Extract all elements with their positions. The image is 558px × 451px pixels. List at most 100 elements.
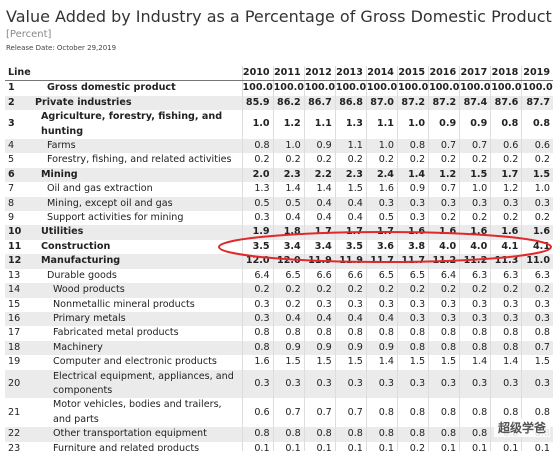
row-label: Gross domestic product [47,82,176,94]
cell-value: 1.6 [490,225,522,240]
cell-value: 0.4 [272,211,305,226]
cell-value: 0.5 [272,196,305,212]
line-number: 7 [8,183,15,195]
line-number: 18 [8,341,21,353]
cell-value: 11.9 [303,254,336,269]
cell-value: 1.2 [428,167,460,183]
release-date: Release Date: October 29,2019 [6,44,117,52]
column-header: 2010 [241,66,274,82]
cell-value: 0.1 [241,441,274,451]
table-row: 19 Computer and electronic products 1.6 1.5… [5,355,553,370]
table-row: 1 Gross domestic product 100.0 100.0 100.0 10… [5,80,553,96]
column-header: 2018 [490,66,522,82]
cell-value: 0.2 [459,153,491,168]
cell-value: 0.3 [303,369,336,399]
cell-value: 0.5 [241,196,274,212]
row-label: Utilities [41,226,84,238]
line-number: 13 [8,269,21,281]
cell-value: 1.6 [521,225,553,240]
line-number: 8 [8,197,15,209]
table-row: 11 Construction 3.5 3.4 3.4 3.5 3.6 3.8 4.0 4.0 4.… [5,239,553,255]
cell-value: 0.2 [365,283,398,298]
cell-value: 1.4 [303,182,336,197]
cell-value: 0.3 [303,297,336,312]
cell-value: 11.7 [396,254,429,269]
line-number: 3 [8,118,15,130]
cell-value: 0.3 [459,297,491,312]
cell-value: 1.5 [396,355,429,370]
cell-value: 0.6 [490,139,522,154]
cell-value: 0.7 [303,398,336,428]
table-row: 22 Other transportation equipment 0.8 0.8 0.… [5,427,553,442]
cell-value: 0.3 [241,297,274,312]
cell-value: 1.5 [334,355,367,370]
cell-value: 6.5 [396,268,429,284]
line-number: 15 [8,298,21,310]
cell-value: 0.8 [272,427,305,442]
cell-value: 0.4 [303,211,336,226]
table-row: 12 Manufacturing 12.0 12.0 11.9 11.9 11.7 11.7 1… [5,254,553,269]
cell-value: 0.8 [459,340,491,356]
cell-value: 0.3 [459,369,491,399]
cell-value: 1.6 [365,182,398,197]
table-row: 10 Utilities 1.9 1.8 1.7 1.7 1.7 1.6 1.6 1.6 1.6 1.… [5,225,553,240]
cell-value: 0.3 [428,311,460,327]
cell-value: 85.9 [241,95,274,111]
cell-value: 0.3 [241,369,274,399]
cell-value: 3.4 [303,239,336,255]
cell-value: 0.3 [365,369,398,399]
cell-value: 6.4 [428,268,460,284]
cell-value: 0.2 [241,153,274,168]
table-row: 13 Durable goods 6.4 6.5 6.6 6.6 6.5 6.5 6.4 6.3 6… [5,268,553,284]
row-label: Primary metals [53,312,126,324]
cell-value: 2.3 [334,167,367,183]
cell-value: 1.5 [521,355,553,370]
line-number: 23 [8,442,21,451]
cell-value: 3.8 [396,239,429,255]
cell-value: 0.3 [396,369,429,399]
cell-value: 0.6 [521,139,553,154]
cell-value: 1.6 [241,355,274,370]
cell-value: 0.8 [490,340,522,356]
table-row: 14 Wood products 0.2 0.2 0.2 0.2 0.2 0.2 0.2 0.2 0… [5,283,553,298]
cell-value: 1.3 [241,182,274,197]
cell-value: 0.2 [303,283,336,298]
cell-value: 6.5 [365,268,398,284]
row-label: Wood products [53,284,125,296]
table-row: 18 Machinery 0.8 0.9 0.9 0.9 0.9 0.8 0.8 0.8 0.8 0.… [5,340,553,356]
cell-value: 0.8 [334,326,367,341]
cell-value: 0.2 [490,283,522,298]
column-header: 2014 [365,66,398,82]
cell-value: 1.6 [428,225,460,240]
cell-value: 0.9 [303,340,336,356]
cell-value: 1.4 [396,167,429,183]
cell-value: 0.3 [365,196,398,212]
data-table: Line 2010 2011 2012 2013 2014 2015 2016 2017 2018… [5,66,553,451]
cell-value: 0.4 [272,311,305,327]
line-number: 4 [8,140,15,152]
line-number: 6 [8,168,15,180]
cell-value: 100.0 [365,80,398,96]
cell-value: 1.2 [272,110,305,140]
cell-value: 1.1 [303,110,336,140]
cell-value: 0.3 [521,369,553,399]
cell-value: 0.9 [303,139,336,154]
cell-value: 6.4 [241,268,274,284]
row-label: Support activities for mining [47,212,184,224]
cell-value: 0.7 [459,139,491,154]
cell-value: 0.8 [241,427,274,442]
cell-value: 0.8 [428,398,460,428]
table-row: 17 Fabricated metal products 0.8 0.8 0.8 0.8 0… [5,326,553,341]
cell-value: 0.3 [459,196,491,212]
row-label: Agriculture, forestry, fishing, and hunt… [41,111,223,137]
column-header: 2015 [396,66,429,82]
cell-value: 0.1 [490,441,522,451]
row-label: Computer and electronic products [53,356,217,368]
cell-value: 0.2 [396,441,429,451]
cell-value: 0.1 [459,441,491,451]
cell-value: 0.5 [365,211,398,226]
column-header: 2011 [272,66,305,82]
cell-value: 87.2 [428,95,460,111]
line-number: 22 [8,428,21,440]
